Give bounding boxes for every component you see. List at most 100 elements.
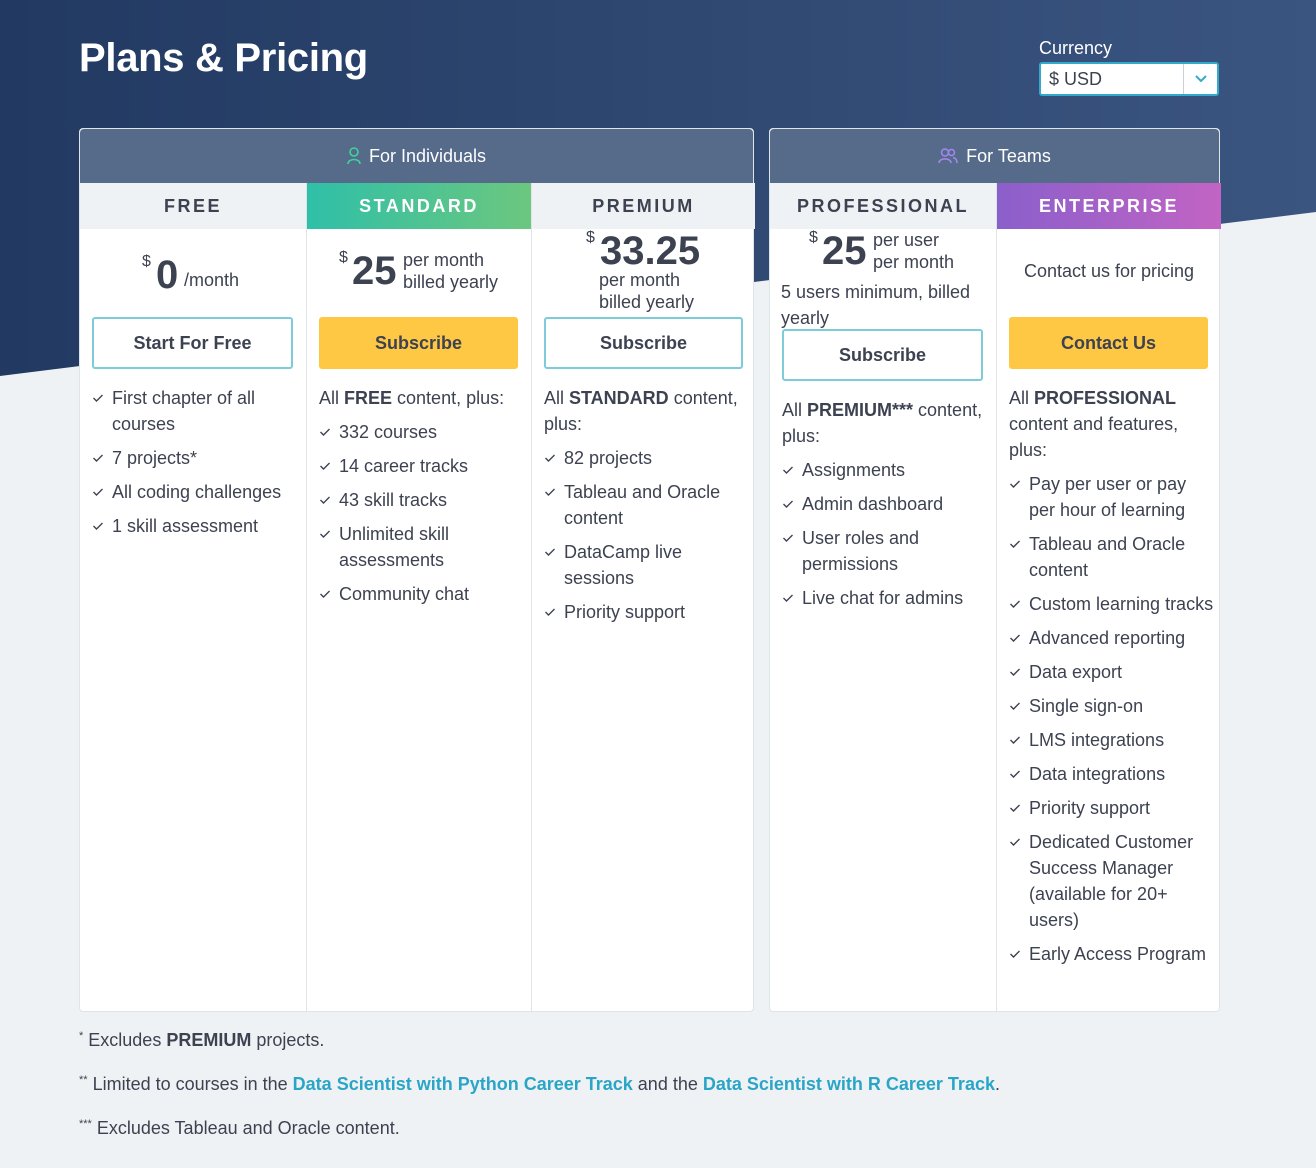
feature-text: Live chat for admins xyxy=(802,588,964,608)
subscribe-professional-button[interactable]: Subscribe xyxy=(782,329,983,381)
currency-selector: Currency $ USD xyxy=(1039,36,1219,96)
check-icon xyxy=(93,522,103,530)
check-icon xyxy=(1010,668,1020,676)
feature-text: 1 skill assessment xyxy=(112,516,259,536)
r-career-track-link[interactable]: Data Scientist with R Career Track xyxy=(702,1074,995,1094)
feature-item: User roles and permissions xyxy=(782,525,987,577)
feature-item: Priority support xyxy=(544,599,744,625)
plan-free-price: $ 0 /month xyxy=(80,229,306,317)
feature-text: Dedicated Customer Success Manager (avai… xyxy=(1029,832,1194,930)
check-icon xyxy=(1010,838,1020,846)
features-intro: All FREE content, plus: xyxy=(319,388,505,408)
price-period-line2: billed yearly xyxy=(599,292,695,312)
check-icon xyxy=(320,530,330,538)
feature-text: Custom learning tracks xyxy=(1029,594,1214,614)
feature-item: First chapter of all courses xyxy=(92,385,297,437)
feature-text: Early Access Program xyxy=(1029,944,1207,964)
feature-text: First chapter of all courses xyxy=(112,388,256,434)
subscribe-premium-button[interactable]: Subscribe xyxy=(544,317,743,369)
feature-text: Data integrations xyxy=(1029,764,1166,784)
feature-item: Early Access Program xyxy=(1009,941,1214,967)
teams-group-header: For Teams xyxy=(770,129,1219,183)
price-period-line1: per month xyxy=(403,250,485,270)
feature-text: Data export xyxy=(1029,662,1123,682)
check-icon xyxy=(320,590,330,598)
price-period-line2: per month xyxy=(873,252,955,272)
check-icon xyxy=(93,488,103,496)
check-icon xyxy=(1010,736,1020,744)
plan-enterprise: ENTERPRISE Contact us for pricing Contac… xyxy=(996,183,1221,1011)
feature-item: Tableau and Oracle content xyxy=(544,479,744,531)
footnote-2: ** Limited to courses in the Data Scient… xyxy=(79,1074,1000,1094)
plan-enterprise-price: Contact us for pricing xyxy=(997,229,1221,317)
feature-text: Tableau and Oracle content xyxy=(1029,534,1186,580)
subscribe-standard-button[interactable]: Subscribe xyxy=(319,317,518,369)
feature-text: 43 skill tracks xyxy=(339,490,448,510)
feature-text: 14 career tracks xyxy=(339,456,469,476)
feature-item: 43 skill tracks xyxy=(319,487,524,513)
feature-text: Community chat xyxy=(339,584,470,604)
plan-professional-price: $ 25 per user per month 5 users minimum,… xyxy=(770,229,996,328)
price-period-line1: per user xyxy=(873,230,940,250)
feature-item: 14 career tracks xyxy=(319,453,524,479)
feature-text: Priority support xyxy=(1029,798,1151,818)
feature-item: LMS integrations xyxy=(1009,727,1214,753)
currency-value: $ USD xyxy=(1049,68,1103,89)
plan-premium: PREMIUM $ 33.25 per month billed yearly … xyxy=(531,183,755,1011)
check-icon xyxy=(1010,770,1020,778)
price-period-line1: per month xyxy=(599,270,681,290)
feature-item: DataCamp live sessions xyxy=(544,539,744,591)
price-period: /month xyxy=(184,270,240,290)
feature-text: Priority support xyxy=(564,602,686,622)
check-icon xyxy=(783,500,793,508)
plan-standard-price: $ 25 per month billed yearly xyxy=(307,229,531,317)
feature-text: 7 projects* xyxy=(112,448,198,468)
check-icon xyxy=(93,394,103,402)
plan-free-features: First chapter of all courses 7 projects* A… xyxy=(92,385,297,547)
check-icon xyxy=(320,496,330,504)
feature-item: Community chat xyxy=(319,581,524,607)
check-icon xyxy=(1010,702,1020,710)
check-icon xyxy=(1010,480,1020,488)
footnote-1: * Excludes PREMIUM projects. xyxy=(79,1030,325,1050)
plan-standard: STANDARD $ 25 per month billed yearly Su… xyxy=(306,183,531,1011)
feature-text: LMS integrations xyxy=(1029,730,1165,750)
individuals-group: For Individuals FREE $ 0 /month Start Fo… xyxy=(79,128,755,1012)
feature-item: Dedicated Customer Success Manager (avai… xyxy=(1009,829,1214,933)
chevron-down-icon xyxy=(1183,64,1217,94)
plan-enterprise-features: All PROFESSIONAL content and features, p… xyxy=(1009,385,1214,975)
price-amount: 25 xyxy=(822,229,867,273)
currency-symbol: $ xyxy=(809,229,818,246)
plan-standard-features: All FREE content, plus: 332 courses 14 ca… xyxy=(319,385,524,615)
plan-standard-name: STANDARD xyxy=(307,183,531,229)
feature-text: 332 courses xyxy=(339,422,438,442)
feature-text: Tableau and Oracle content xyxy=(564,482,721,528)
feature-text: All coding challenges xyxy=(112,482,282,502)
python-career-track-link[interactable]: Data Scientist with Python Career Track xyxy=(292,1074,633,1094)
check-icon xyxy=(1010,950,1020,958)
check-icon xyxy=(1010,540,1020,548)
price-amount: 0 xyxy=(156,253,179,297)
features-intro: All PROFESSIONAL content and features, p… xyxy=(1009,388,1179,460)
feature-item: Assignments xyxy=(782,457,987,483)
feature-item: Unlimited skill assessments xyxy=(319,521,524,573)
currency-dropdown[interactable]: $ USD xyxy=(1039,62,1219,96)
plan-professional: PROFESSIONAL $ 25 per user per month 5 u… xyxy=(770,183,996,1011)
feature-item: Priority support xyxy=(1009,795,1214,821)
contact-pricing-text: Contact us for pricing xyxy=(1023,261,1195,281)
plan-enterprise-name: ENTERPRISE xyxy=(997,183,1221,229)
feature-item: Advanced reporting xyxy=(1009,625,1214,651)
feature-item: Pay per user or pay per hour of learning xyxy=(1009,471,1214,523)
check-icon xyxy=(783,466,793,474)
feature-text: Unlimited skill assessments xyxy=(339,524,450,570)
start-for-free-button[interactable]: Start For Free xyxy=(92,317,293,369)
check-icon xyxy=(1010,804,1020,812)
feature-item: 82 projects xyxy=(544,445,744,471)
feature-text: DataCamp live sessions xyxy=(564,542,683,588)
check-icon xyxy=(93,454,103,462)
price-period-line2: billed yearly xyxy=(403,272,499,292)
footnote-3: *** Excludes Tableau and Oracle content. xyxy=(79,1118,400,1138)
check-icon xyxy=(1010,600,1020,608)
contact-us-button[interactable]: Contact Us xyxy=(1009,317,1208,369)
users-icon xyxy=(938,148,958,164)
